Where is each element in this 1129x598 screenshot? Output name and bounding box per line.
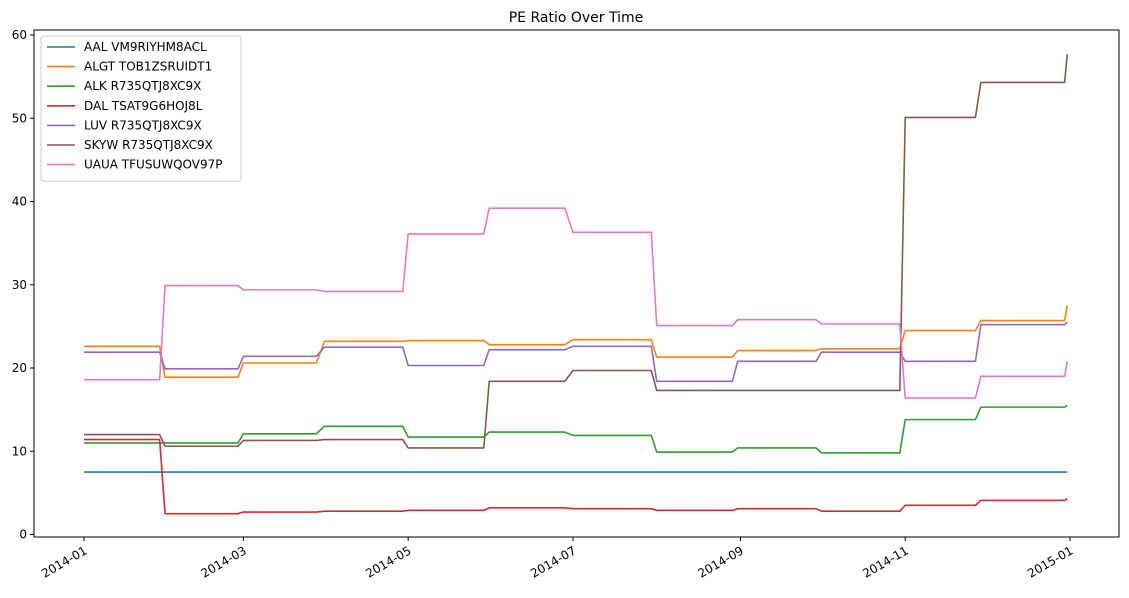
legend-label: DAL TSAT9G6HOJ8L (84, 99, 203, 113)
series-line-3 (84, 438, 1068, 515)
legend-box (40, 35, 242, 182)
x-tick-label: 2015-01 (1025, 543, 1075, 580)
chart-title: PE Ratio Over Time (509, 10, 644, 26)
legend-label: SKYW R735QTJ8XC9X (84, 138, 213, 152)
x-tick-label: 2014-05 (363, 543, 413, 580)
legend-label: AAL VM9RIYHM8ACL (84, 40, 207, 54)
plot-lines (84, 54, 1069, 515)
legend-label: ALGT TOB1ZSRUIDT1 (84, 60, 212, 74)
y-tick-label: 30 (12, 278, 27, 292)
y-tick-label: 10 (12, 444, 27, 458)
y-tick-label: 50 (12, 111, 27, 125)
x-tick-label: 2014-09 (696, 543, 746, 580)
y-tick-label: 60 (12, 28, 27, 42)
plot-frame (33, 29, 1120, 538)
series-line-1 (84, 305, 1069, 378)
x-tick-label: 2014-03 (198, 543, 248, 580)
legend-label: ALK R735QTJ8XC9X (84, 79, 201, 93)
y-tick-label: 20 (12, 361, 27, 375)
y-axis: 0 10 20 30 40 50 60 (12, 28, 34, 542)
y-tick-label: 0 (19, 528, 27, 542)
x-axis: 2014-01 2014-03 2014-05 2014-07 2014-09 2014-… (39, 537, 1076, 581)
y-tick-label: 40 (12, 195, 27, 209)
series-line-6 (84, 207, 1069, 399)
legend-label: LUV R735QTJ8XC9X (84, 118, 202, 132)
series-line-5 (84, 54, 1069, 449)
legend-label: UAUA TFUSUWQOV97P (84, 158, 222, 172)
x-tick-label: 2014-11 (860, 543, 910, 580)
x-tick-label: 2014-01 (39, 543, 89, 580)
x-tick-label: 2014-07 (528, 543, 578, 580)
series-line-4 (84, 321, 1068, 383)
series-line-2 (84, 404, 1068, 454)
legend: AAL VM9RIYHM8ACL ALGT TOB1ZSRUIDT1 ALK R73… (40, 35, 242, 182)
